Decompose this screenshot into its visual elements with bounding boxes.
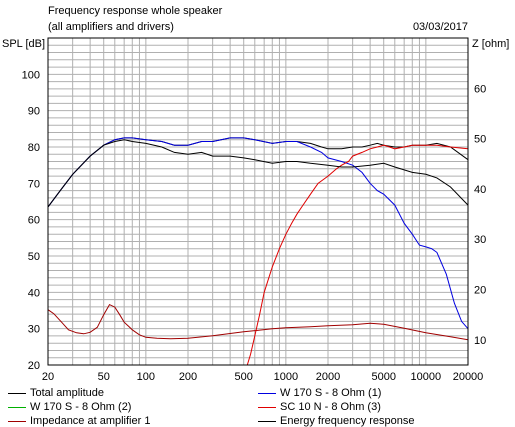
y2-tick-label: 40: [474, 184, 486, 196]
legend-item-impedance: Impedance at amplifier 1: [8, 415, 150, 427]
x-tick-label: 20: [42, 371, 54, 383]
legend-label: Energy frequency response: [280, 415, 415, 427]
y-axis-label: SPL [dB]: [2, 38, 45, 50]
y-tick-label: 100: [22, 69, 40, 81]
x-tick-label: 2000: [316, 371, 340, 383]
series-line: [47, 303, 469, 341]
x-tick-label: 1000: [274, 371, 298, 383]
legend-label: W 170 S - 8 Ohm (2): [30, 401, 132, 413]
y-tick-label: 90: [28, 106, 40, 118]
x-tick-label: 200: [179, 371, 197, 383]
x-tick-label: 500: [235, 371, 253, 383]
legend-item-energy: Energy frequency response: [258, 415, 415, 427]
y2-tick-label: 50: [474, 134, 486, 146]
y-tick-label: 20: [28, 360, 40, 372]
y-tick-label: 40: [28, 287, 40, 299]
legend-label: SC 10 N - 8 Ohm (3): [280, 401, 381, 413]
series-line: [47, 139, 469, 208]
legend-item-w170s-2: W 170 S - 8 Ohm (2): [8, 401, 131, 413]
y2-tick-label: 20: [474, 285, 486, 297]
legend-swatch: [8, 420, 26, 422]
chart-subtitle: (all amplifiers and drivers): [48, 21, 174, 33]
legend-swatch: [8, 406, 26, 408]
y2-tick-label: 10: [474, 335, 486, 347]
series-lines: [47, 137, 469, 366]
y2-axis-label: Z [ohm]: [472, 38, 509, 50]
legend-item-total-amplitude: Total amplitude: [8, 387, 104, 399]
legend-swatch: [258, 392, 276, 394]
y-tick-label: 50: [28, 251, 40, 263]
chart-title: Frequency response whole speaker: [48, 5, 223, 17]
y2-tick-label: 60: [474, 83, 486, 95]
legend-label: Impedance at amplifier 1: [30, 415, 151, 427]
series-line: [47, 137, 469, 330]
y2-tick-labels: 10 20 30 40 50 60: [474, 83, 486, 347]
y-tick-label: 70: [28, 178, 40, 190]
chart-date: 03/03/2017: [413, 21, 468, 33]
x-tick-label: 50: [98, 371, 110, 383]
x-tick-label: 10000: [411, 371, 442, 383]
legend-swatch: [258, 420, 276, 422]
y-tick-labels: 20 30 40 50 60 70 80 90 100: [22, 69, 40, 372]
x-tick-label: 20000: [453, 371, 484, 383]
plot-frame: [47, 37, 469, 366]
grid-lines: [47, 37, 469, 366]
series-line: [47, 137, 469, 208]
x-tick-label: 100: [137, 371, 155, 383]
y-tick-label: 80: [28, 142, 40, 154]
y-tick-label: 60: [28, 215, 40, 227]
x-tick-labels: 20 50 100 200 500 1000 2000 5000 10000 20000: [42, 371, 483, 383]
x-tick-label: 5000: [371, 371, 395, 383]
legend-item-sc10n-3: SC 10 N - 8 Ohm (3): [258, 401, 381, 413]
series-line: [246, 144, 469, 366]
legend-label: W 170 S - 8 Ohm (1): [280, 387, 382, 399]
legend-label: Total amplitude: [30, 387, 104, 399]
legend-swatch: [8, 392, 26, 394]
y2-tick-label: 30: [474, 234, 486, 246]
y-tick-label: 30: [28, 324, 40, 336]
legend-swatch: [258, 406, 276, 408]
legend-item-w170s-1: W 170 S - 8 Ohm (1): [258, 387, 381, 399]
